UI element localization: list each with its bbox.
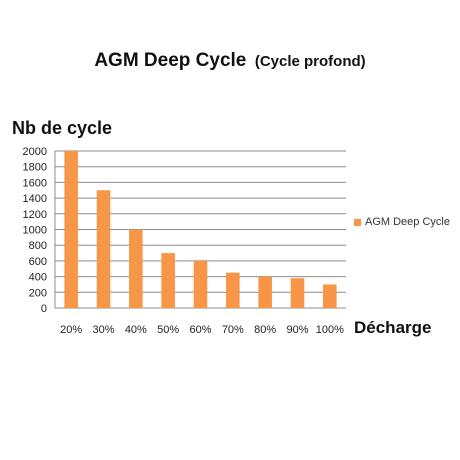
y-tick-label: 0 (41, 303, 47, 315)
x-tick-label: 20% (60, 324, 82, 336)
bar (290, 278, 305, 308)
x-tick-label: 90% (286, 324, 308, 336)
bar (193, 260, 208, 308)
x-tick-label: 80% (254, 324, 276, 336)
legend: AGM Deep Cycle (354, 216, 450, 228)
bar (226, 272, 240, 308)
y-tick-label: 2000 (23, 146, 47, 158)
legend-swatch (354, 218, 361, 226)
y-tick-label: 200 (29, 287, 47, 299)
chart-title-main: AGM Deep Cycle (94, 50, 247, 71)
y-tick-label: 1000 (23, 225, 47, 237)
bar (323, 284, 337, 308)
x-tick-label: 40% (125, 324, 147, 336)
y-tick-label: 800 (29, 240, 47, 252)
bar (258, 276, 272, 308)
y-axis-label: Nb de cycle (12, 118, 113, 138)
x-tick-label: 100% (316, 324, 344, 336)
y-tick-label: 1600 (23, 177, 47, 189)
legend-label: AGM Deep Cycle (365, 216, 450, 228)
x-tick-label: 70% (222, 324, 244, 336)
x-tick-label: 50% (157, 324, 179, 336)
y-tick-label: 600 (29, 256, 47, 268)
y-tick-label: 400 (29, 272, 47, 284)
y-tick-label: 1400 (23, 193, 47, 205)
x-tick-label: 30% (92, 324, 114, 336)
chart-title: AGM Deep Cycle (Cycle profond) (0, 50, 460, 72)
y-tick-label: 1200 (23, 209, 47, 221)
bar (129, 229, 143, 308)
y-tick-label: 1800 (23, 162, 47, 174)
chart-subtitle: (Cycle profond) (254, 53, 366, 70)
bar (161, 253, 175, 308)
x-tick-label: 60% (189, 324, 211, 336)
bar (96, 190, 111, 308)
x-axis-label: Décharge (354, 318, 432, 337)
bar (64, 151, 78, 308)
